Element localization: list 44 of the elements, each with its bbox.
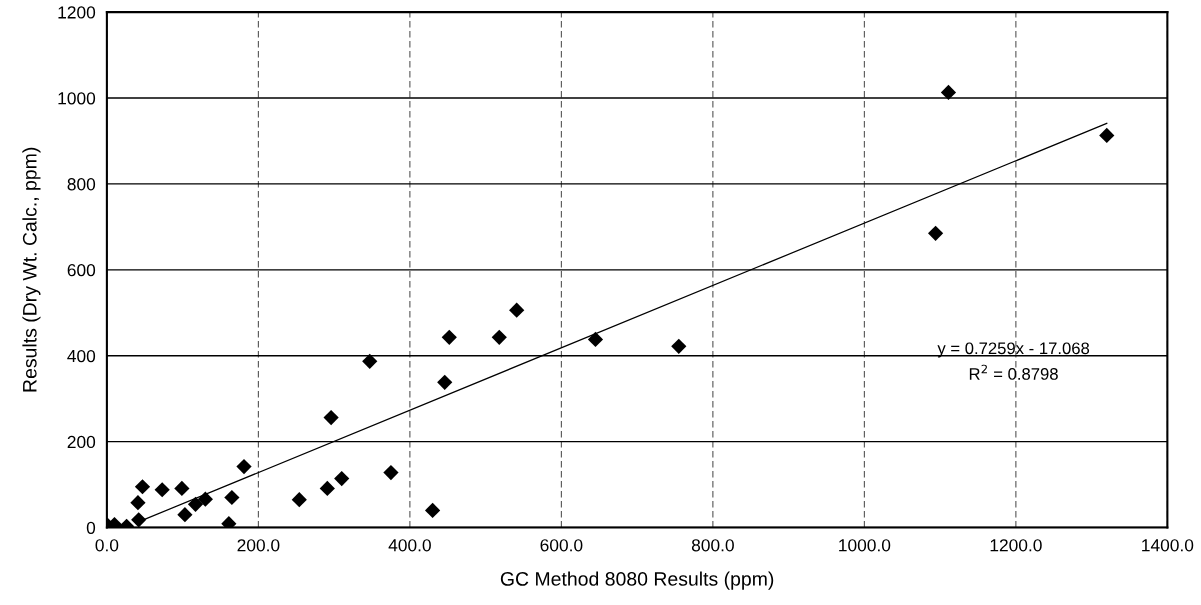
point <box>130 495 146 511</box>
point <box>177 507 193 523</box>
point <box>425 502 441 518</box>
point <box>509 302 525 318</box>
y-tick-label: 0 <box>86 521 96 535</box>
point <box>187 496 204 512</box>
x-axis-title: GC Method 8080 Results (ppm) <box>500 571 774 590</box>
point <box>927 225 944 241</box>
point <box>154 482 170 498</box>
point <box>491 329 507 345</box>
y-tick-label: 1200 <box>58 6 96 19</box>
point <box>236 458 252 475</box>
x-tick-label: 1400.0 <box>1142 539 1194 552</box>
y-axis-title: Results (Dry Wt. Calc., ppm) <box>22 147 41 392</box>
y-tick-label: 800 <box>67 178 96 191</box>
point <box>362 353 378 369</box>
point <box>671 338 687 354</box>
x-tick-label: 800.0 <box>691 539 734 552</box>
point <box>131 512 147 528</box>
point <box>383 464 399 481</box>
x-tick-label: 1000.0 <box>839 539 891 552</box>
point <box>197 491 213 507</box>
point <box>174 480 190 497</box>
point <box>319 480 335 497</box>
x-tick-label: 400.0 <box>388 539 431 552</box>
x-tick-label: 200.0 <box>237 539 280 552</box>
point <box>940 84 957 101</box>
point <box>587 331 604 348</box>
y-tick-label: 1000 <box>58 92 96 105</box>
x-tick-label: 1200.0 <box>990 539 1042 552</box>
point <box>334 470 350 487</box>
point <box>224 489 240 506</box>
point <box>291 492 307 508</box>
point <box>134 479 151 495</box>
point <box>437 374 453 390</box>
y-tick-label: 600 <box>67 264 96 277</box>
point <box>323 409 339 426</box>
x-tick-label: 600.0 <box>540 539 583 552</box>
point <box>441 329 457 345</box>
y-tick-label: 200 <box>67 435 96 449</box>
x-tick-label: 0.0 <box>95 539 119 552</box>
annotation: R$^{2}$ = 0.8798 <box>969 364 1058 380</box>
y-tick-label: 400 <box>67 349 96 363</box>
point <box>1099 127 1115 143</box>
